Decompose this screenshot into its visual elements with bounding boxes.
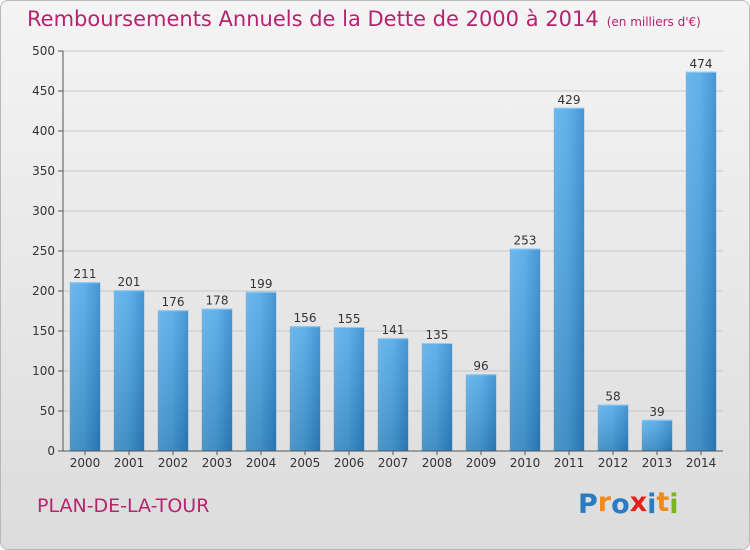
bar-shade (289, 326, 321, 451)
y-tick-label: 450 (32, 84, 55, 98)
bar-value-label: 155 (338, 312, 361, 326)
bar-value-label: 156 (294, 311, 317, 325)
x-tick-label: 2010 (510, 456, 541, 470)
logo-letter: t (656, 487, 670, 518)
y-tick-label: 500 (32, 44, 55, 58)
chart-unit: (en milliers d'€) (606, 15, 701, 29)
bar-value-label: 201 (118, 275, 141, 289)
bar-value-label: 135 (426, 328, 449, 342)
bar-shade (465, 374, 497, 451)
x-tick-label: 2014 (686, 456, 717, 470)
logo-letter: r (597, 487, 612, 518)
y-tick-label: 100 (32, 364, 55, 378)
y-tick-label: 300 (32, 204, 55, 218)
bar-shade (509, 248, 541, 451)
bar-value-label: 178 (206, 294, 229, 308)
bar-value-label: 176 (162, 295, 185, 309)
x-tick-label: 2007 (378, 456, 409, 470)
x-tick-label: 2005 (290, 456, 321, 470)
y-axis: 0 50 100 150 200 250 300 350 400 450 500 (32, 44, 64, 458)
bar-shade (597, 404, 629, 451)
bar-shade (333, 327, 365, 451)
y-tick-label: 0 (47, 444, 55, 458)
logo-letter: x (629, 487, 648, 518)
logo-letter: P (578, 489, 598, 520)
x-tick-label: 2001 (114, 456, 145, 470)
x-tick-label: 2000 (70, 456, 101, 470)
bar-shade (421, 343, 453, 451)
chart-title-text: Remboursements Annuels de la Dette de 20… (27, 7, 599, 31)
y-tick-label: 350 (32, 164, 55, 178)
proxiti-logo: Proxiti (578, 487, 679, 520)
x-tick-label: 2003 (202, 456, 233, 470)
x-tick-label: 2004 (246, 456, 277, 470)
bar-shade (201, 308, 233, 451)
bar-value-label: 429 (558, 93, 581, 107)
logo-letter: i (669, 489, 679, 520)
bar-value-label: 141 (382, 323, 405, 337)
bar-value-label: 39 (649, 405, 664, 419)
bar-shade (641, 419, 673, 451)
x-tick-label: 2012 (598, 456, 629, 470)
y-tick-label: 250 (32, 244, 55, 258)
bar-shade (157, 310, 189, 451)
x-axis: 2000 2001 2002 2003 2004 2005 2006 2007 2008 2009… (63, 450, 723, 470)
logo-letter: i (647, 489, 657, 520)
logo-letter: o (611, 489, 630, 520)
bar-value-label: 58 (605, 390, 620, 404)
bar-value-label: 96 (473, 359, 488, 373)
bar-value-label: 253 (514, 234, 537, 248)
bar-value-label: 211 (74, 267, 97, 281)
bars: 211 201 176 178 199 156 155 141 135 96 253 429 58 39 4… (69, 57, 717, 452)
y-tick-label: 50 (40, 404, 55, 418)
y-tick-label: 400 (32, 124, 55, 138)
y-tick-label: 150 (32, 324, 55, 338)
x-tick-label: 2002 (158, 456, 189, 470)
bar-shade (685, 71, 717, 452)
bar-shade (377, 338, 409, 451)
x-tick-label: 2011 (554, 456, 585, 470)
bar-shade (553, 107, 585, 452)
x-tick-label: 2006 (334, 456, 365, 470)
y-tick-label: 200 (32, 284, 55, 298)
bar-shade (69, 282, 101, 451)
commune-name: PLAN-DE-LA-TOUR (37, 495, 210, 517)
bar-value-label: 199 (250, 277, 273, 291)
x-tick-label: 2009 (466, 456, 497, 470)
x-tick-label: 2008 (422, 456, 453, 470)
chart-title: Remboursements Annuels de la Dette de 20… (27, 7, 701, 31)
x-tick-label: 2013 (642, 456, 673, 470)
bar-value-label: 474 (690, 57, 713, 71)
bar-shade (113, 290, 145, 451)
bar-shade (245, 291, 277, 451)
